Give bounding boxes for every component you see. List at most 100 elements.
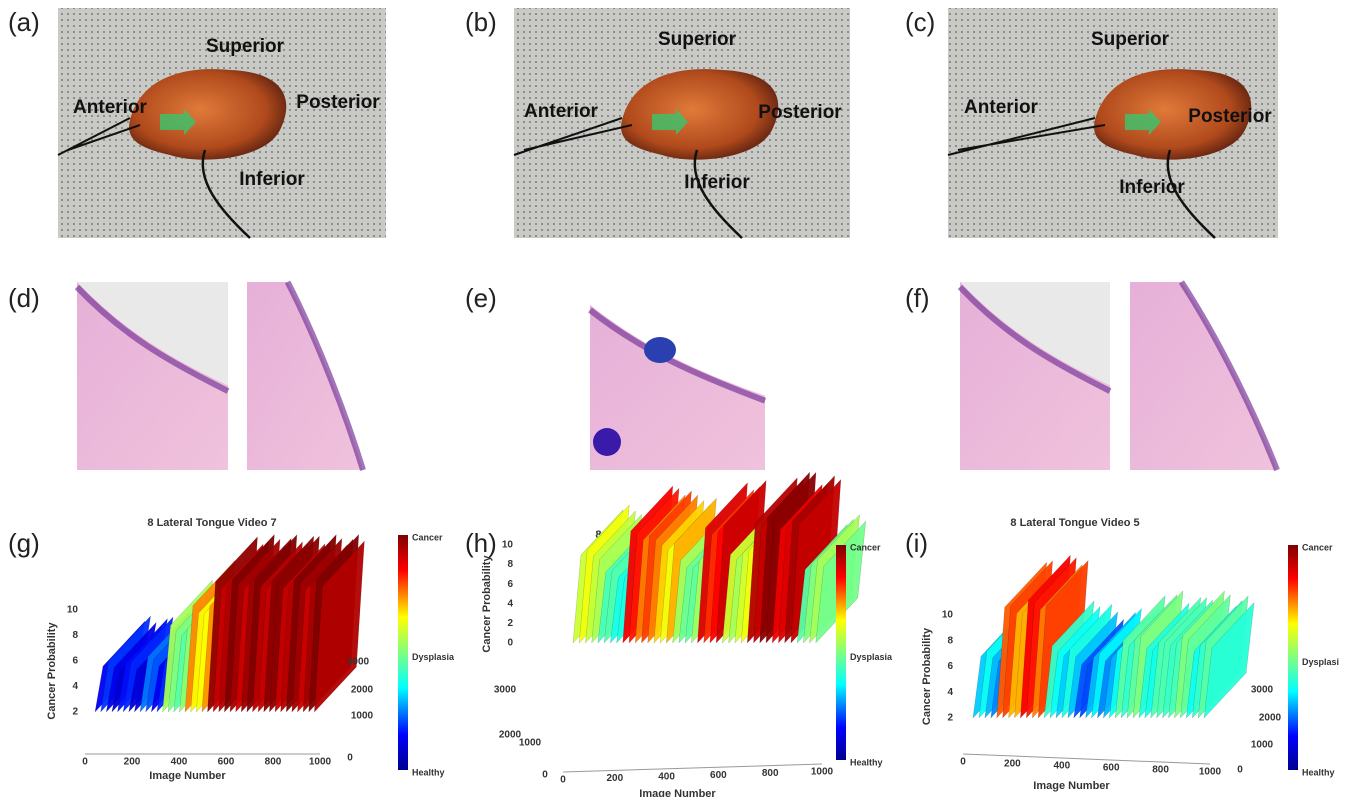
y-tick-label: 8 [507,559,513,570]
y-tick-label: 10 [942,610,954,621]
depth-tick-label: 1000 [351,711,374,722]
x-tick-label: 0 [560,775,566,786]
axis-line [962,753,1211,765]
orientation-label: Inferior [1119,177,1185,198]
colorbar [398,535,408,770]
depth-tick-label: 2000 [351,685,374,696]
ink-mark [644,337,676,363]
y-tick-label: 2 [507,618,513,629]
depth-tick-label: 0 [347,753,353,764]
orientation-label: Inferior [684,172,750,193]
panel-label: (d) [8,283,40,313]
plot-title: 8 Lateral Tongue Video 7 [147,517,276,529]
x-tick-label: 400 [658,771,675,782]
x-tick-label: 800 [762,768,779,779]
suture [57,117,141,156]
depth-tick-label: 0 [542,770,548,781]
panel-label: (i) [905,528,928,558]
epithelium [284,280,366,471]
y-tick-label: 4 [72,681,78,692]
scan-arrow [160,109,196,135]
colorbar-label: Cancer [1302,542,1333,552]
y-tick-label: 8 [72,630,78,641]
colorbar-label: Cancer [412,532,443,542]
epithelium [588,307,767,404]
y-tick-label: 4 [507,598,513,609]
depth-tick-label: 3000 [1251,685,1274,696]
orientation-label: Posterior [1188,106,1272,127]
y-tick-label: 6 [72,656,78,667]
orientation-label: Inferior [239,169,305,190]
colorbar-label: Dysplasia [412,652,455,662]
orientation-label: Anterior [964,97,1039,118]
epithelium [74,284,230,394]
x-tick-label: 600 [1103,763,1120,774]
suture [947,117,1106,156]
specimen-tissue [1094,69,1252,160]
x-tick-label: 1000 [309,757,332,768]
panel-label: (g) [8,528,40,558]
depth-tick-label: 1000 [1251,740,1274,751]
x-tick-label: 200 [124,757,141,768]
panel-label: (h) [465,528,497,558]
tissue-section [960,282,1110,470]
suture [693,149,743,239]
y-tick-label: 0 [507,638,513,649]
suture [1166,149,1216,239]
surface-ribbon [314,540,365,713]
x-tick-label: 200 [606,773,623,784]
depth-tick-label: 3000 [347,657,370,668]
suture [201,149,251,239]
epithelium [957,284,1112,394]
y-tick-label: 8 [947,635,953,646]
depth-tick-label: 0 [1237,765,1243,776]
orientation-label: Superior [658,29,737,50]
surface-ribbon [1203,601,1255,719]
orientation-label: Anterior [73,97,148,118]
colorbar-label: Healthy [412,767,445,777]
y-tick-label: 2 [72,707,78,718]
y-tick-label: 10 [502,540,514,551]
y-axis-label: Cancer Probability [46,622,58,720]
orientation-label: Posterior [296,92,380,113]
depth-tick-label: 3000 [494,685,517,696]
ink-mark [593,428,621,456]
panel-label: (b) [465,7,497,37]
x-tick-label: 800 [265,757,282,768]
y-tick-label: 6 [507,579,513,590]
epithelium [1178,280,1280,472]
y-tick-label: 6 [947,661,953,672]
colorbar-label: Cancer [850,542,881,552]
y-axis-label: Cancer Probability [921,627,933,725]
orientation-label: Superior [206,36,285,57]
colorbar-label: Healthy [850,757,883,767]
tissue-section [590,305,765,470]
y-axis-label: Cancer Probability [481,555,493,653]
x-tick-label: 600 [710,770,727,781]
orientation-label: Posterior [758,102,842,123]
depth-tick-label: 2000 [1259,713,1282,724]
scan-arrow [652,109,688,135]
colorbar-label: Dysplasia [850,652,893,662]
y-tick-label: 2 [947,713,953,724]
suture [513,117,633,156]
colorbar [1288,545,1298,770]
tissue-section [1130,282,1277,470]
panel-label: (a) [8,7,40,37]
x-tick-label: 0 [960,757,966,768]
plot-title: 8 Lateral Tongue Video 5 [1010,517,1139,529]
tissue-section [77,282,228,470]
depth-tick-label: 2000 [499,730,522,741]
scan-arrow [1125,109,1161,135]
axis-line [562,763,823,773]
panel-label: (e) [465,283,497,313]
x-tick-label: 600 [218,757,235,768]
x-tick-label: 400 [1053,761,1070,772]
orientation-label: Superior [1091,29,1170,50]
colorbar [836,545,846,760]
x-tick-label: 800 [1152,765,1169,776]
y-tick-label: 10 [67,605,79,616]
x-axis-label: Image Number [149,770,226,782]
panel-label: (f) [905,283,930,313]
